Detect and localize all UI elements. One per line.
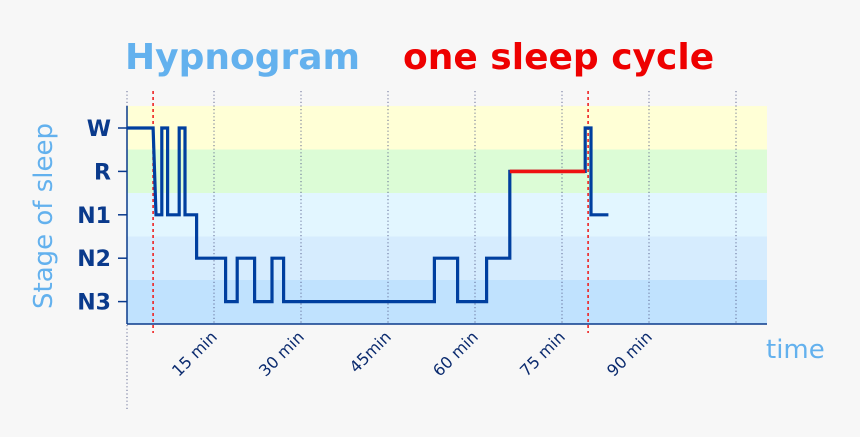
chart-subtitle: one sleep cycle [403, 37, 714, 78]
x-tick-label: 30 min [255, 327, 308, 380]
y-tick-labels: WR N1 N2 N3 [77, 117, 111, 316]
y-tick-label: N3 [77, 291, 111, 316]
axes [118, 106, 767, 325]
x-tick-label: 45min [346, 327, 395, 376]
y-tick-label: R [94, 160, 111, 185]
stage-bands [127, 106, 767, 324]
x-tick-label: 60 min [429, 327, 482, 380]
band-r [127, 149, 767, 193]
y-tick-label: W [87, 117, 111, 142]
series-lines [127, 126, 609, 304]
x-tick-label: 90 min [603, 327, 656, 380]
band-n1 [127, 193, 767, 237]
x-tick-label: 75 min [516, 327, 569, 380]
y-axis-label: Stage of sleep [29, 123, 59, 309]
band-n3 [127, 280, 767, 324]
chart-title: Hypnogram [125, 37, 360, 78]
band-w [127, 106, 767, 150]
y-tick-label: N2 [77, 247, 111, 272]
x-tick-label: 15 min [168, 327, 221, 380]
hypnogram-line [127, 126, 609, 304]
y-tick-label: N1 [77, 204, 111, 229]
x-tick-labels: 15 min 30 min 45min 60 min 75 min 90 min [168, 327, 656, 380]
x-axis-label: time [766, 335, 825, 365]
cycle-markers [152, 91, 589, 333]
